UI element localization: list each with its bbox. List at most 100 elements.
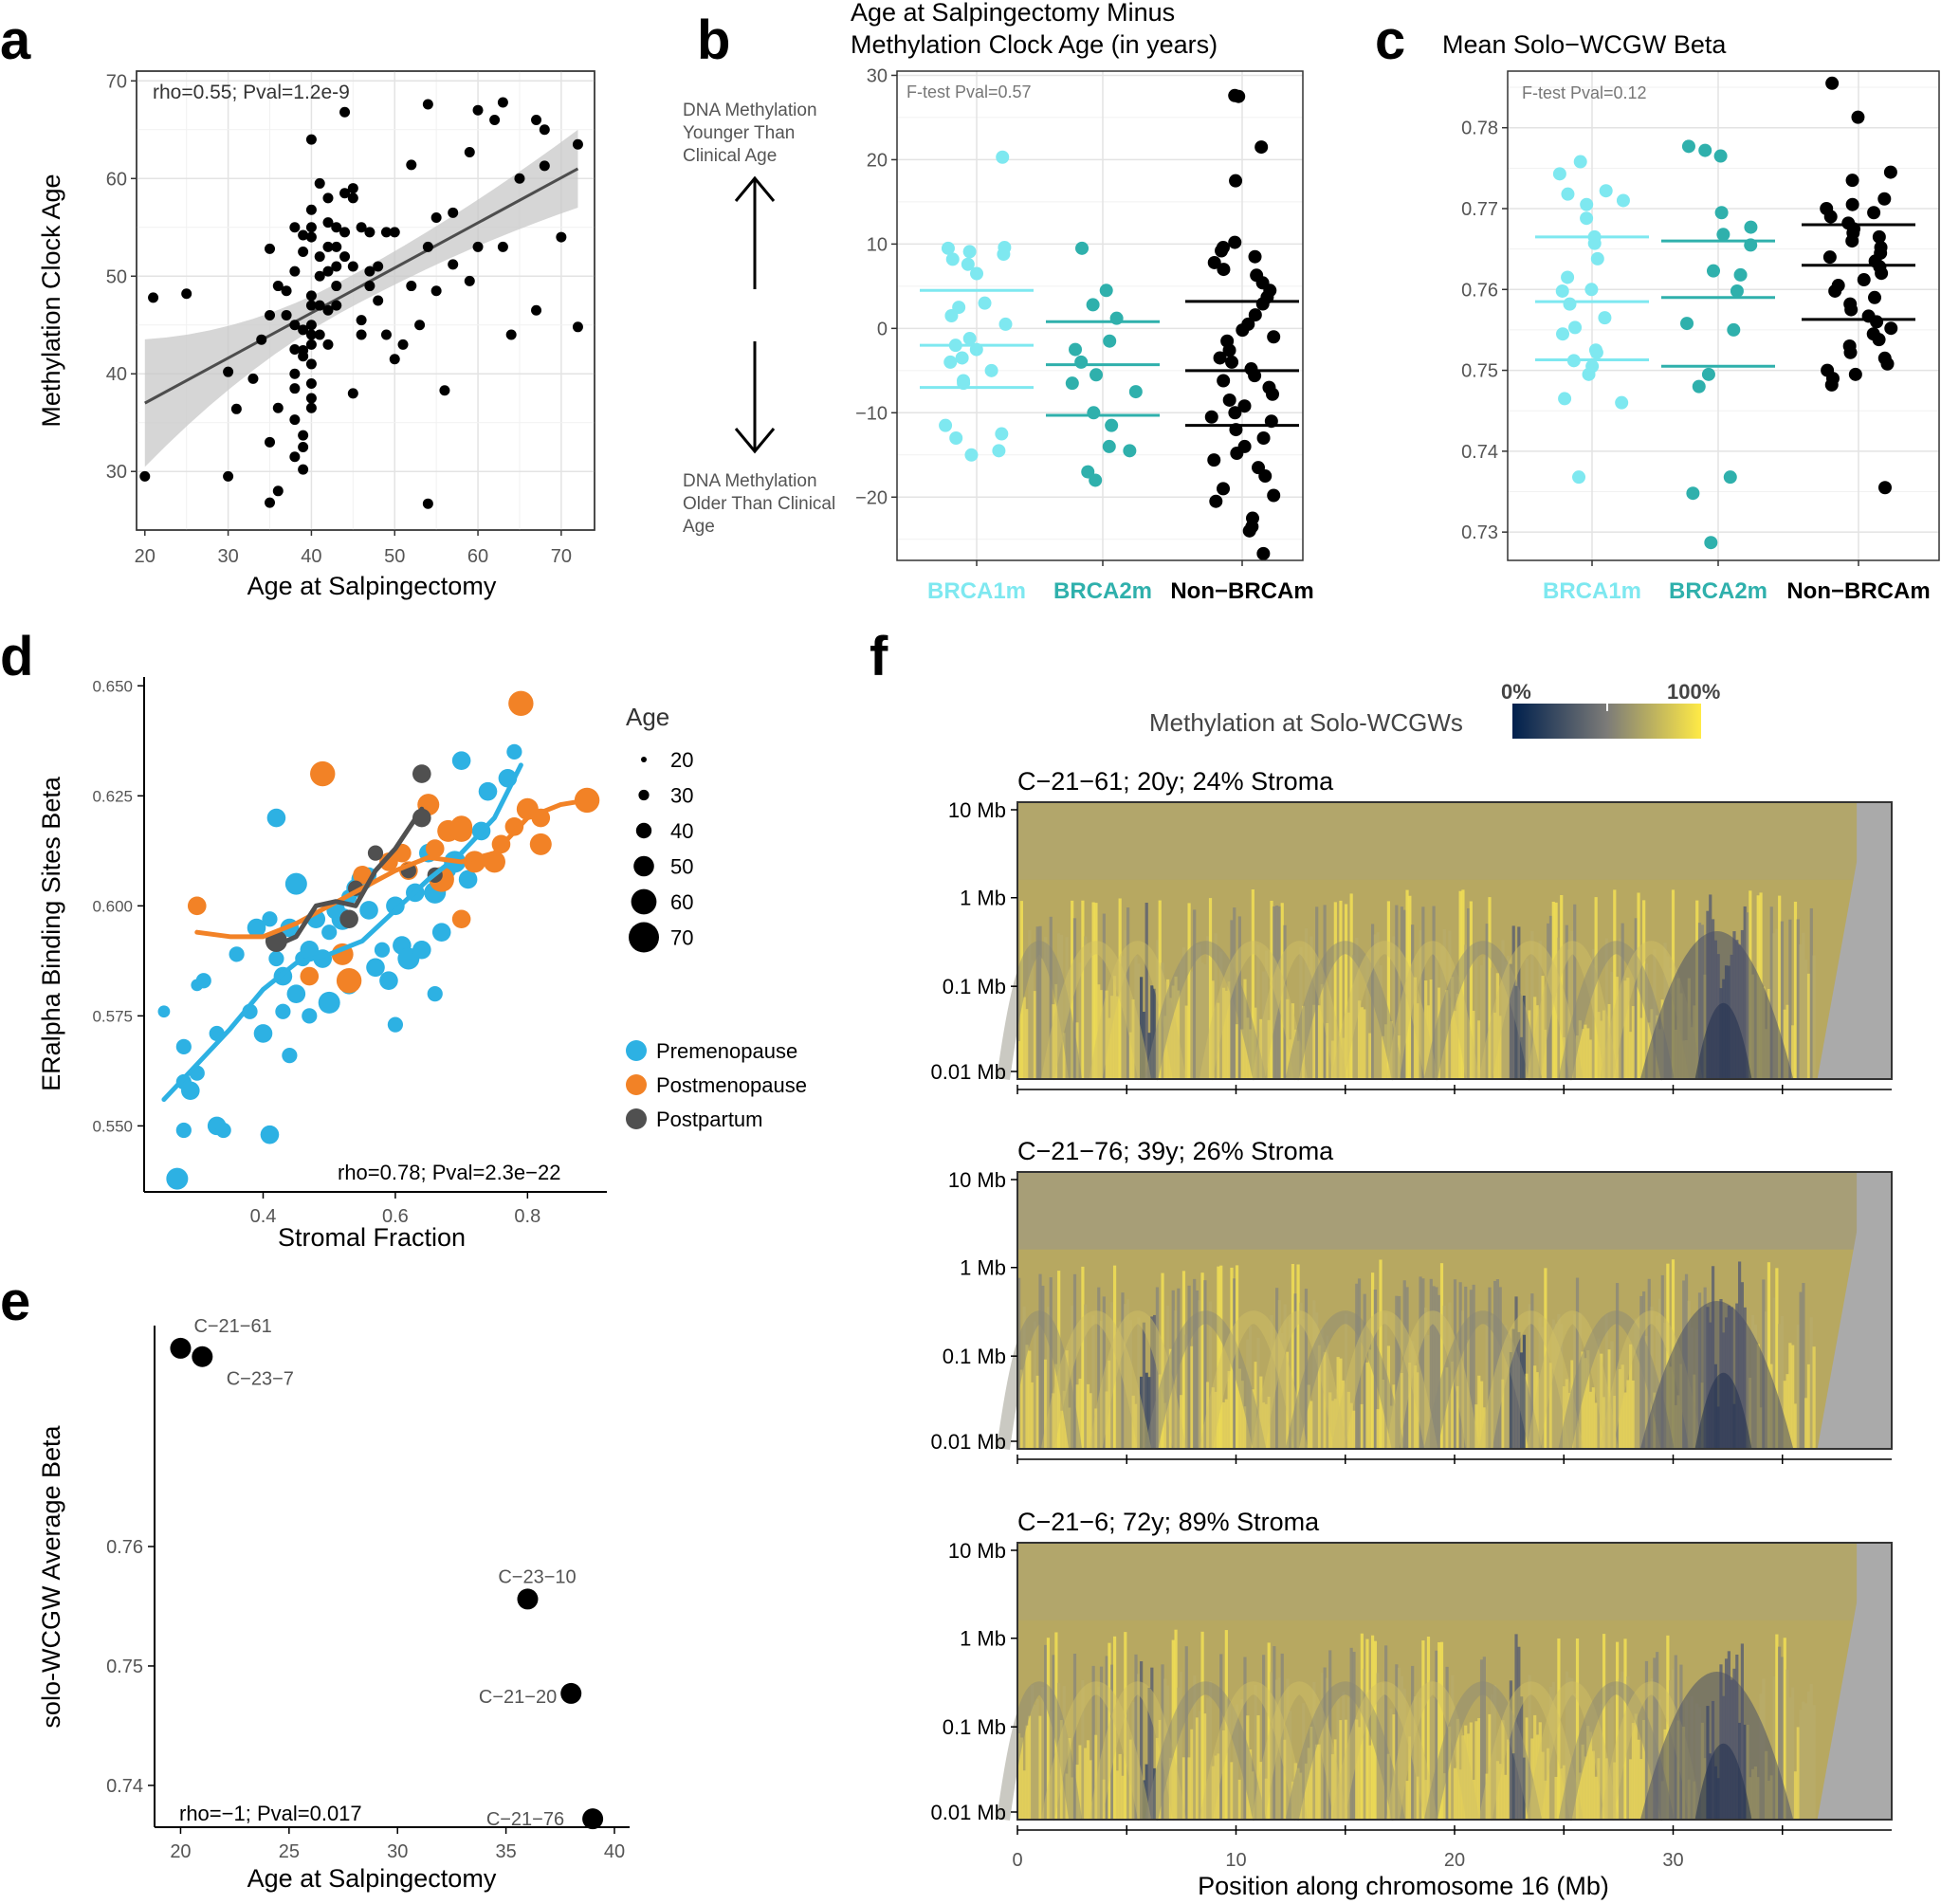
panel-d-x-axis: 0.4 0.6 0.8 — [250, 1192, 540, 1227]
panel-a-confidence-band — [144, 129, 578, 467]
heatmap-stripe — [1068, 1737, 1071, 1820]
heatmap-stripe — [1557, 1638, 1561, 1820]
heatmap-stripe — [1402, 1280, 1406, 1449]
heatmap-stripe — [1421, 906, 1425, 1079]
heatmap-stripe — [1289, 1711, 1292, 1820]
heatmap-stripe — [1219, 1654, 1223, 1820]
data-point — [272, 281, 284, 292]
data-point-premeno — [181, 1081, 200, 1101]
heatmap-arch — [1331, 1681, 1438, 1822]
heatmap-stripe — [1429, 979, 1433, 1079]
heatmap-stripe — [1421, 1640, 1425, 1820]
heatmap-stripe — [1081, 1679, 1085, 1820]
y-tick-label: 10 Mb — [948, 1168, 1006, 1192]
younger-arrow-head-icon — [734, 175, 776, 202]
data-point — [1256, 431, 1271, 445]
heatmap-stripe — [1333, 1739, 1337, 1820]
heatmap-stripe — [1533, 1714, 1537, 1820]
heatmap-stripe — [1357, 1727, 1362, 1820]
heatmap-stripe — [1033, 1321, 1037, 1449]
heatmap-stripe — [1031, 1382, 1035, 1449]
heatmap-dark-region — [1639, 1672, 1794, 1820]
data-point — [1228, 235, 1242, 249]
heatmap-stripe — [1304, 1289, 1309, 1449]
heatmap-stripe — [1108, 1360, 1111, 1449]
heatmap-stripe — [1342, 1037, 1346, 1079]
heatmap-stripe — [1054, 1364, 1058, 1449]
heatmap-stripe — [1214, 1391, 1218, 1449]
data-point — [1237, 399, 1252, 413]
data-point — [305, 222, 317, 233]
heatmap-stripe — [1184, 1646, 1188, 1820]
data-point — [1229, 423, 1243, 437]
heatmap-stripe — [1102, 913, 1106, 1079]
heatmap-stripe — [1041, 1285, 1045, 1449]
category-label: Non−BRCAm — [1170, 578, 1313, 604]
data-point-premeno — [275, 1003, 291, 1019]
heatmap-stripe — [1382, 1379, 1385, 1449]
data-point — [1714, 206, 1729, 220]
heatmap-stripe — [1363, 1669, 1366, 1820]
heatmap-stripe — [1488, 1713, 1492, 1820]
data-point — [265, 243, 276, 254]
heatmap-stripe — [1775, 928, 1779, 1079]
heatmap-stripe — [1429, 1278, 1433, 1449]
heatmap-stripe — [1565, 1379, 1568, 1449]
heatmap-dark-core — [1694, 1372, 1752, 1449]
category-label: BRCA2m — [1669, 578, 1767, 604]
heatmap-stripe — [1389, 1708, 1393, 1820]
y-tick-label: 10 — [867, 234, 888, 255]
heatmap-stripe — [1584, 1358, 1587, 1449]
heatmap-stripe — [1368, 1349, 1372, 1449]
data-point — [298, 430, 309, 441]
heatmap-stripe — [1134, 955, 1138, 1079]
heatmap-stripe — [1615, 1283, 1620, 1449]
data-point — [1204, 410, 1218, 424]
panel-d-y-axis: 0.550 0.575 0.600 0.625 0.650 — [92, 677, 144, 1135]
heatmap-stripe — [1464, 1286, 1468, 1449]
data-point — [289, 343, 301, 355]
heatmap-stripe — [1224, 1630, 1228, 1820]
heatmap-stripe — [1328, 1650, 1332, 1820]
heatmap-stripe — [1785, 1669, 1789, 1820]
heatmap-stripe — [1517, 1331, 1521, 1449]
heatmap-stripe — [1501, 1379, 1505, 1449]
heatmap-stripe — [1650, 1307, 1654, 1449]
data-point — [305, 329, 317, 340]
data-point-premeno — [284, 872, 307, 895]
heatmap-stripe — [1610, 971, 1614, 1079]
y-tick-label: 0.1 Mb — [943, 1715, 1006, 1739]
y-tick-label: 0.550 — [92, 1117, 133, 1135]
heatmap-stripe — [1153, 1767, 1157, 1820]
heatmap-stripe — [1562, 1386, 1566, 1449]
heatmap-stripe — [1570, 1360, 1574, 1449]
panel-c-y-axis: 0.73 0.74 0.75 0.76 0.77 0.78 — [1461, 119, 1508, 543]
data-point — [356, 329, 367, 340]
heatmap-arch — [1089, 941, 1186, 1081]
heatmap-stripe — [1286, 1678, 1290, 1820]
heatmap-stripe — [1400, 906, 1404, 1079]
heatmap-stripe — [1233, 907, 1236, 1079]
data-point — [1599, 184, 1613, 198]
heatmap-arch — [1386, 1681, 1479, 1822]
heatmap-stripe — [1184, 1334, 1188, 1449]
heatmap-stripe — [1501, 940, 1505, 1079]
data-point-premeno — [366, 958, 385, 978]
data-point-premeno — [379, 971, 398, 991]
data-point — [389, 227, 400, 238]
x-tick-label: 0.8 — [514, 1206, 540, 1227]
data-point — [978, 296, 992, 310]
heatmap-stripe — [1049, 1711, 1053, 1820]
heatmap-stripe — [1551, 901, 1555, 1079]
heatmap-stripe — [1479, 965, 1484, 1079]
heatmap-stripe — [1336, 943, 1340, 1079]
y-tick-label: 20 — [867, 150, 888, 171]
heatmap-stripe — [1089, 1760, 1092, 1820]
heatmap-stripe — [1302, 1703, 1306, 1820]
heatmap-stripe — [1208, 898, 1213, 1079]
heatmap-stripe — [1031, 960, 1035, 1079]
data-point — [373, 261, 384, 272]
heatmap-stripe — [1317, 1744, 1322, 1820]
data-point — [1867, 206, 1881, 220]
data-point — [1845, 174, 1859, 188]
